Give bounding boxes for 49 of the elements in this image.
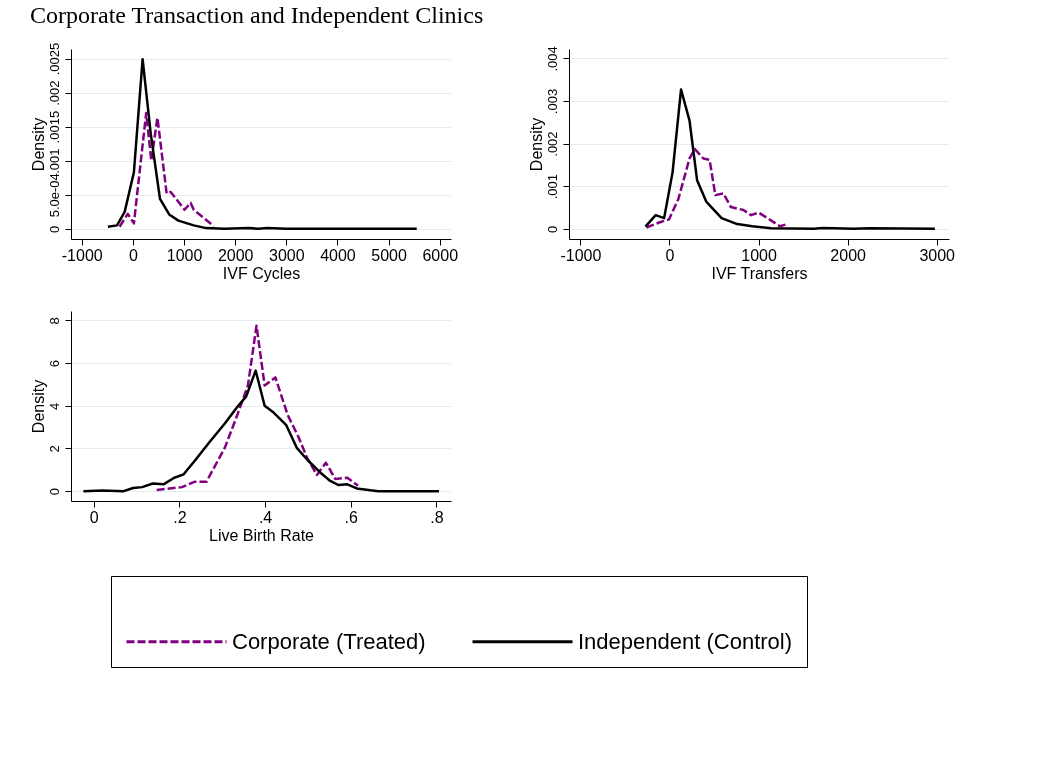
y-tick-label: .004 — [544, 46, 560, 72]
x-axis-title: IVF Transfers — [711, 264, 808, 282]
x-tick-label: 0 — [128, 246, 138, 264]
x-tick-label: 5000 — [371, 246, 407, 264]
y-tick-label: 5.0e-04 — [46, 173, 62, 218]
y-tick-label: 0 — [544, 225, 560, 233]
x-tick-label: .6 — [344, 508, 359, 526]
y-tick-label: 0 — [46, 225, 62, 233]
line-series — [106, 57, 418, 231]
y-tick-label: 8 — [46, 317, 62, 325]
line-series — [644, 88, 937, 231]
y-tick-label: 0 — [46, 488, 62, 496]
y-tick-label: .001 — [46, 148, 62, 174]
line-series — [155, 324, 360, 492]
y-tick-label: 2 — [46, 445, 62, 453]
x-tick-label: 3000 — [269, 246, 305, 264]
line-series — [645, 147, 789, 229]
y-axis-title: Density — [29, 379, 47, 434]
x-axis-title: Live Birth Rate — [209, 526, 315, 544]
x-tick-label: 6000 — [422, 246, 459, 264]
y-tick-label: .0025 — [46, 42, 62, 76]
x-tick-label: 4000 — [320, 246, 356, 264]
y-tick-label: .001 — [544, 174, 560, 200]
x-axis-title: IVF Cycles — [222, 264, 301, 282]
y-tick-label: .003 — [544, 88, 560, 115]
y-tick-label: .002 — [46, 80, 62, 106]
x-tick-label: 0 — [665, 246, 675, 264]
legend-label: Independent (Control) — [578, 628, 793, 654]
x-tick-label: -1000 — [560, 246, 602, 264]
x-tick-label: -1000 — [61, 246, 103, 264]
line-series — [118, 111, 215, 228]
x-tick-label: 2000 — [217, 246, 254, 264]
y-axis-title: Density — [29, 117, 47, 172]
y-axis-title: Density — [527, 117, 545, 172]
x-tick-label: 2000 — [830, 246, 867, 264]
x-tick-label: 0 — [89, 508, 99, 526]
x-tick-label: .2 — [173, 508, 187, 526]
x-tick-label: .4 — [258, 508, 273, 526]
legend-label: Corporate (Treated) — [232, 628, 426, 654]
x-tick-label: 3000 — [919, 246, 956, 264]
x-tick-label: 1000 — [741, 246, 777, 264]
x-tick-label: 1000 — [166, 246, 203, 264]
chart-title: Corporate Transaction and Independent Clinics — [30, 2, 484, 29]
y-tick-label: 4 — [46, 402, 62, 410]
x-tick-label: .8 — [430, 508, 444, 526]
y-tick-label: .002 — [544, 131, 560, 157]
y-tick-label: 6 — [46, 359, 62, 368]
y-tick-label: .0015 — [46, 110, 62, 144]
line-series — [82, 369, 441, 493]
